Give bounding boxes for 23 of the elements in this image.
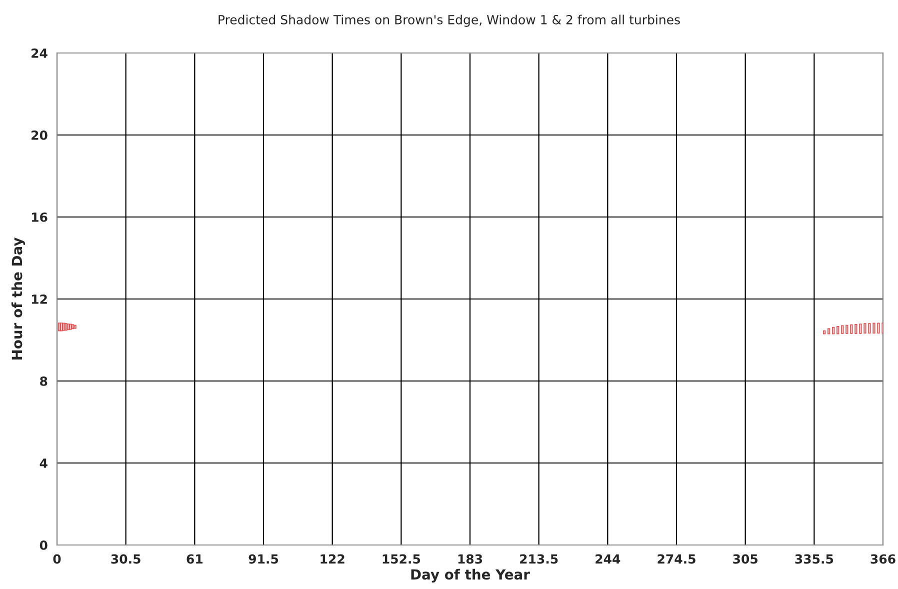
y-tick-label: 8 bbox=[40, 376, 48, 386]
y-axis-title: Hour of the Day bbox=[11, 238, 26, 360]
y-tick-label: 24 bbox=[32, 48, 48, 58]
x-tick-label: 0 bbox=[53, 554, 61, 564]
y-tick-label: 4 bbox=[40, 458, 48, 468]
y-tick-label: 20 bbox=[32, 130, 48, 140]
x-tick-label: 335.5 bbox=[795, 554, 834, 564]
chart-title: Predicted Shadow Times on Brown's Edge, Window 1 & 2 from all turbines bbox=[218, 14, 680, 27]
x-tick-label: 274.5 bbox=[658, 554, 696, 564]
x-tick-label: 244 bbox=[596, 554, 620, 564]
x-tick-label: 91.5 bbox=[248, 554, 278, 564]
x-tick-label: 183 bbox=[458, 554, 482, 564]
x-tick-label: 213.5 bbox=[520, 554, 558, 564]
x-tick-label: 61 bbox=[186, 554, 203, 564]
y-tick-label: 0 bbox=[40, 540, 48, 550]
x-tick-label: 30.5 bbox=[111, 554, 140, 564]
x-axis-title: Day of the Year bbox=[411, 568, 530, 582]
x-tick-label: 122 bbox=[320, 554, 344, 564]
x-tick-label: 152.5 bbox=[382, 554, 420, 564]
x-tick-label: 366 bbox=[870, 554, 896, 564]
x-tick-label: 305 bbox=[733, 554, 758, 564]
y-tick-label: 16 bbox=[32, 212, 48, 222]
y-tick-label: 12 bbox=[32, 294, 47, 304]
